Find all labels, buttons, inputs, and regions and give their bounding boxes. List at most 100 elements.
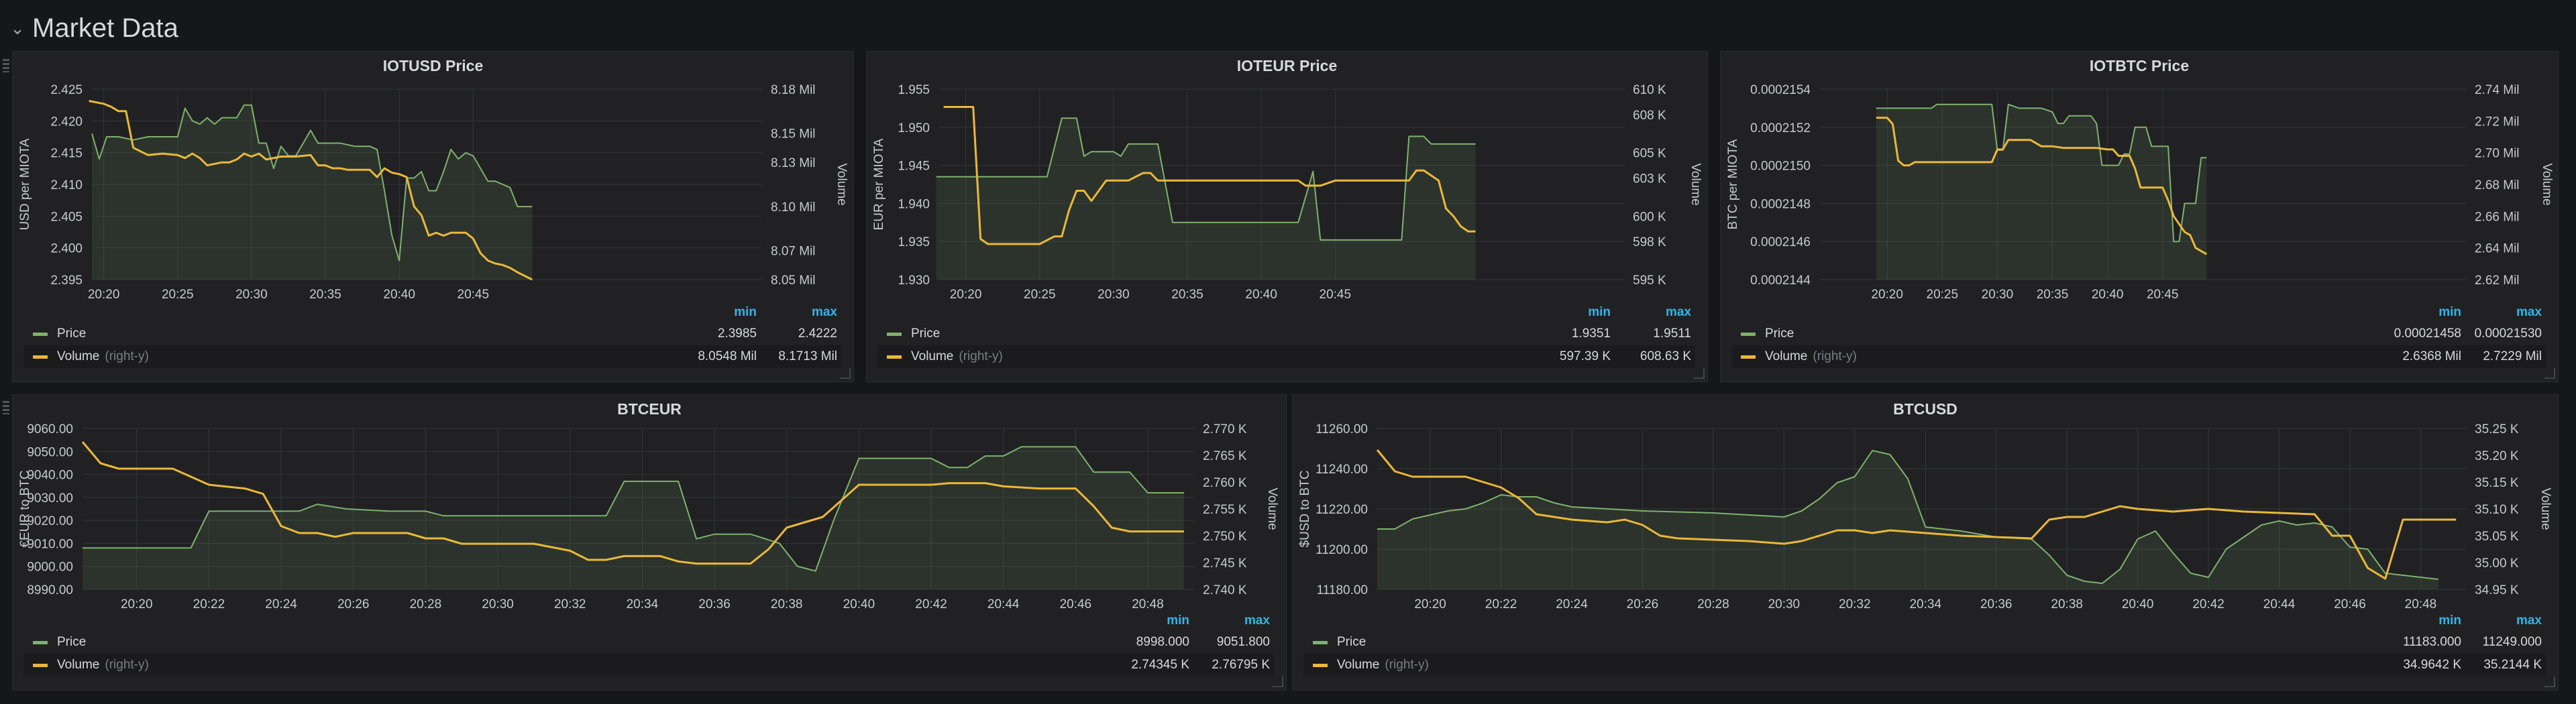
legend-series-name: Volume (right-y) [1337,658,2385,672]
series-line-volume[interactable] [81,441,1184,565]
legend-series-label: Volume [57,658,100,672]
x-tick-label: 20:40 [2122,597,2154,611]
x-tick-label: 20:20 [121,597,153,611]
legend-item-price[interactable]: Price 11183.000 11249.000 [1303,631,2546,654]
y-right-axis-label: Volume [2538,487,2553,530]
legend-swatch-icon [33,640,48,644]
x-tick-label: 20:34 [627,597,659,611]
legend-item-price[interactable]: Price 1.9351 1.9511 [877,322,1695,345]
y-left-tick-label: 9060.00 [27,422,73,436]
series-area-price [1377,451,2438,589]
y-right-tick-label: 610 K [1633,83,1666,97]
y-right-tick-label: 2.62 Mil [2475,274,2520,288]
x-tick-label: 20:35 [309,288,341,302]
graph-btcusd[interactable]: 11180.00 11200.00 11220.00 11240.00 11260.00… [1293,395,2559,691]
legend-item-price[interactable]: Price 2.3985 2.4222 [23,322,841,345]
legend-max-header: max [1244,613,1270,628]
resize-handle-icon[interactable] [1694,368,1705,379]
legend-series-name: Price [57,327,680,341]
resize-handle-icon[interactable] [1273,677,1283,687]
legend-item-price[interactable]: Price 8998.000 9051.800 [23,631,1274,654]
legend-item-volume[interactable]: Volume (right-y) 34.9642 K 35.2144 K [1303,654,2546,677]
legend-swatch-icon [887,332,902,336]
legend-series-label: Volume [1765,349,1808,363]
x-tick-label: 20:28 [1697,597,1729,611]
panel-title[interactable]: IOTBTC Price [2089,57,2190,74]
legend-max-header: max [811,305,837,319]
legend-axis-note: (right-y) [105,658,149,672]
legend-min-value: 2.6368 Mil [2402,349,2461,363]
legend-series-label: Price [911,327,941,341]
y-right-axis-label: Volume [1688,163,1703,205]
legend-max-value: 35.2144 K [2483,658,2542,672]
graph-btceur[interactable]: 8990.00 9000.00 9010.00 9020.00 9030.00 9040.… [13,395,1287,691]
y-left-tick-label: 9040.00 [27,469,73,483]
x-tick-label: 20:35 [1171,288,1203,302]
y-left-tick-label: 0.0002146 [1750,235,1811,249]
panel-title[interactable]: BTCEUR [617,400,682,418]
panel-title[interactable]: IOTUSD Price [382,57,484,74]
series-line-price[interactable] [91,104,533,261]
y-right-tick-label: 605 K [1633,147,1666,161]
legend-item-volume[interactable]: Volume (right-y) 2.6368 Mil 2.7229 Mil [1731,345,2546,368]
legend-axis-note: (right-y) [1385,658,1429,672]
y-right-tick-label: 2.745 K [1203,556,1247,571]
legend: min max Price 11183.000 11249.000 Volume (righ… [1303,611,2546,677]
x-tick-label: 20:46 [1060,597,1092,611]
legend-max-value: 2.7229 Mil [2483,349,2542,363]
y-left-tick-label: 0.0002152 [1750,121,1811,135]
series-line-volume[interactable] [1876,117,2208,255]
legend-max-header: max [1665,305,1691,319]
x-tick-label: 20:26 [337,597,370,611]
y-left-tick-label: 1.950 [898,121,930,135]
x-tick-label: 20:32 [1839,597,1871,611]
y-right-tick-label: 608 K [1633,109,1666,123]
y-left-tick-label: 11260.00 [1316,422,1368,436]
x-tick-label: 20:22 [1485,597,1517,611]
x-tick-label: 20:48 [1132,597,1164,611]
row-header[interactable]: ⌄ Market Data [9,9,178,47]
legend-series-name: Price [1337,635,2385,650]
x-tick-label: 20:25 [1927,288,1959,302]
legend-swatch-icon [1313,663,1328,667]
legend-min-value: 2.3985 [717,327,757,341]
graph-iotbtc[interactable]: 0.0002144 0.0002146 0.0002148 0.0002150 0.00… [1721,52,2559,382]
resize-handle-icon[interactable] [2544,677,2555,687]
legend-header: min max [1303,611,2546,631]
graph-ioteur[interactable]: 1.930 1.935 1.940 1.945 1.950 1.955 595 K 598 K… [867,52,1708,382]
x-tick-label: 20:48 [2405,597,2437,611]
chevron-down-icon[interactable]: ⌄ [10,17,25,38]
legend-item-volume[interactable]: Volume (right-y) 597.39 K 608.63 K [877,345,1695,368]
x-tick-label: 20:25 [162,288,194,302]
series-line-price[interactable] [936,117,1476,241]
resize-handle-icon[interactable] [2544,368,2555,379]
legend-item-price[interactable]: Price 0.00021458 0.00021530 [1731,322,2546,345]
y-right-tick-label: 2.74 Mil [2475,83,2520,97]
legend-min-header: min [2438,305,2461,319]
y-left-axis-label: EUR per MIOTA [872,138,886,230]
drag-handle-icon[interactable] [3,59,9,72]
legend-item-volume[interactable]: Volume (right-y) 8.0548 Mil 8.1713 Mil [23,345,841,368]
legend-min-header: min [1167,613,1189,628]
y-left-tick-label: 1.935 [898,235,930,249]
y-left-tick-label: 2.415 [50,147,83,161]
resize-handle-icon[interactable] [840,368,851,379]
legend-series-label: Volume [911,349,954,363]
panel-title[interactable]: IOTEUR Price [1236,57,1338,74]
series-line-price[interactable] [83,446,1184,572]
series-line-volume[interactable] [89,100,533,281]
graph-iotusd[interactable]: 2.395 2.400 2.405 2.410 2.415 2.420 2.425 8.05 … [13,52,854,382]
drag-handle-icon[interactable] [3,401,9,414]
y-left-tick-label: 9030.00 [27,491,73,506]
x-tick-label: 20:40 [2092,288,2124,302]
y-left-tick-label: 2.410 [50,178,83,192]
panel-title[interactable]: BTCUSD [1893,400,1957,418]
series-line-price[interactable] [1377,450,2438,584]
series-line-volume[interactable] [1376,449,2457,580]
y-left-axis-label: $USD to BTC [1298,470,1312,547]
series-line-volume[interactable] [943,106,1476,245]
legend-item-volume[interactable]: Volume (right-y) 2.74345 K 2.76795 K [23,654,1274,677]
y-right-tick-label: 2.740 K [1203,583,1247,597]
legend-max-header: max [2516,613,2542,628]
y-right-tick-label: 2.750 K [1203,530,1247,544]
